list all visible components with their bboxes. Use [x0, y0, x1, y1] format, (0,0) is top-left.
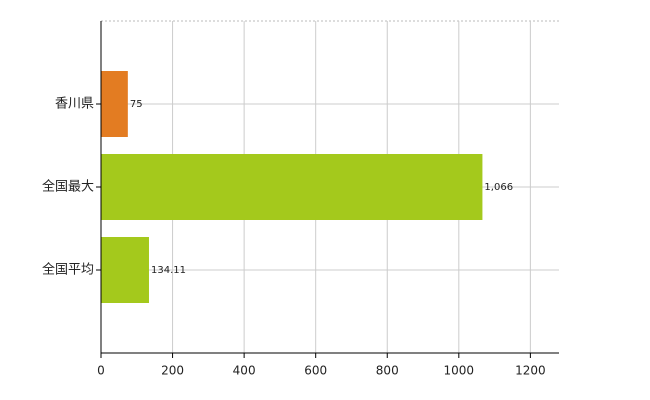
- y-tick-label: 全国平均: [42, 262, 94, 278]
- x-tick-label: 200: [161, 364, 184, 378]
- x-tick-label: 600: [304, 364, 327, 378]
- x-tick-label: 400: [233, 364, 256, 378]
- y-tick-label: 香川県: [55, 97, 94, 112]
- value-label: 134.11: [151, 265, 186, 276]
- value-label: 75: [130, 99, 143, 110]
- y-tick-label: 全国最大: [42, 179, 94, 195]
- bar: [101, 71, 128, 137]
- bar: [101, 237, 149, 303]
- x-tick-label: 1200: [515, 364, 546, 378]
- bar: [101, 154, 483, 220]
- value-label: 1,066: [484, 182, 513, 193]
- x-tick-label: 1000: [444, 364, 475, 378]
- x-tick-label: 800: [376, 364, 399, 378]
- x-tick-label: 0: [97, 364, 105, 378]
